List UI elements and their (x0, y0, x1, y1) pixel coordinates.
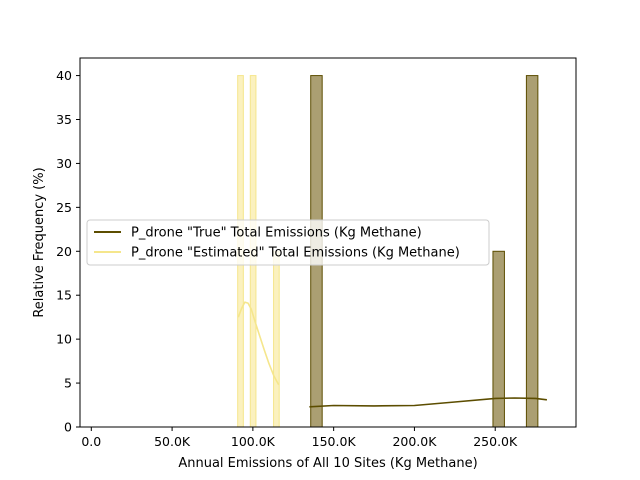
y-tick-label: 0 (64, 420, 72, 435)
x-axis-label: Annual Emissions of All 10 Sites (Kg Met… (178, 456, 477, 471)
y-tick-label: 30 (56, 156, 72, 171)
kde-layer (237, 301, 547, 408)
legend-box (86, 219, 490, 266)
y-axis-label: Relative Frequency (%) (32, 167, 47, 317)
x-tick-label: 250.0K (473, 434, 518, 449)
y-axis-ticks: 0 5 10 15 20 25 30 35 40 (56, 68, 80, 435)
y-tick-label: 15 (56, 288, 72, 303)
legend: P_drone "True" Total Emissions (Kg Metha… (86, 219, 490, 266)
histogram-bar-series-1-bin-2 (273, 250, 280, 428)
histogram-bar-series-0-bin-2 (525, 75, 539, 428)
x-tick-label: 150.0K (312, 434, 357, 449)
x-tick-label: 200.0K (392, 434, 437, 449)
x-axis-ticks: 0.0 50.0K 100.0K 150.0K 200.0K 250.0K (81, 427, 518, 449)
kde-line-series-0 (309, 397, 547, 408)
kde-line-series-1 (237, 301, 280, 386)
plot-frame (79, 57, 577, 428)
legend-entry-series-0: P_drone "True" Total Emissions (Kg Metha… (131, 226, 422, 241)
y-tick-label: 20 (56, 244, 72, 259)
y-tick-label: 10 (56, 332, 72, 347)
y-tick-label: 35 (56, 112, 72, 127)
x-tick-label: 50.0K (154, 434, 191, 449)
y-tick-label: 5 (64, 376, 72, 391)
y-tick-label: 40 (56, 68, 72, 83)
y-tick-label: 25 (56, 200, 72, 215)
x-tick-label: 0.0 (81, 434, 101, 449)
x-tick-label: 100.0K (231, 434, 276, 449)
histogram-bar-series-0-bin-1 (492, 250, 505, 428)
legend-entry-series-1: P_drone "Estimated" Total Emissions (Kg … (131, 246, 460, 261)
